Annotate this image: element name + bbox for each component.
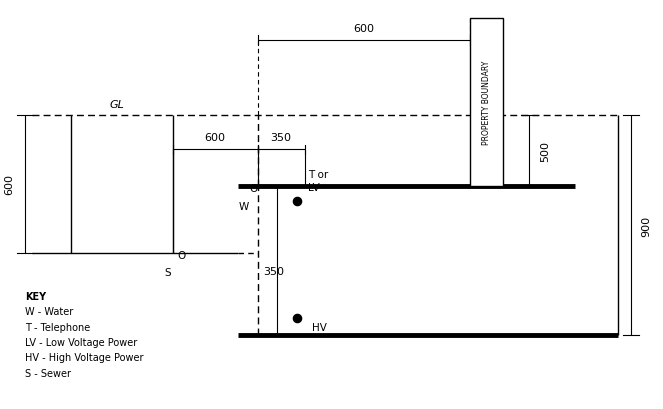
Text: W - Water: W - Water [25, 307, 74, 317]
Text: KEY: KEY [25, 291, 46, 301]
Text: S - Sewer: S - Sewer [25, 368, 71, 378]
Text: T or
LV: T or LV [308, 169, 328, 193]
Text: PROPERTY BOUNDARY: PROPERTY BOUNDARY [482, 61, 491, 145]
FancyBboxPatch shape [470, 19, 503, 187]
Text: 350: 350 [271, 133, 292, 143]
Text: HV: HV [312, 323, 327, 333]
Text: W: W [239, 201, 249, 211]
Text: T - Telephone: T - Telephone [25, 322, 90, 332]
Text: GL: GL [109, 99, 124, 109]
Text: 600: 600 [353, 24, 375, 34]
Text: LV - Low Voltage Power: LV - Low Voltage Power [25, 337, 137, 347]
Point [292, 198, 302, 204]
Point [292, 315, 302, 321]
Text: 900: 900 [641, 215, 651, 236]
Text: 600: 600 [5, 174, 15, 195]
Text: 500: 500 [540, 141, 550, 162]
Text: HV - High Voltage Power: HV - High Voltage Power [25, 353, 144, 362]
Text: S: S [164, 268, 170, 278]
Text: O: O [250, 184, 258, 193]
Text: O: O [177, 250, 186, 260]
Text: 350: 350 [263, 266, 284, 276]
Text: 600: 600 [205, 133, 225, 143]
